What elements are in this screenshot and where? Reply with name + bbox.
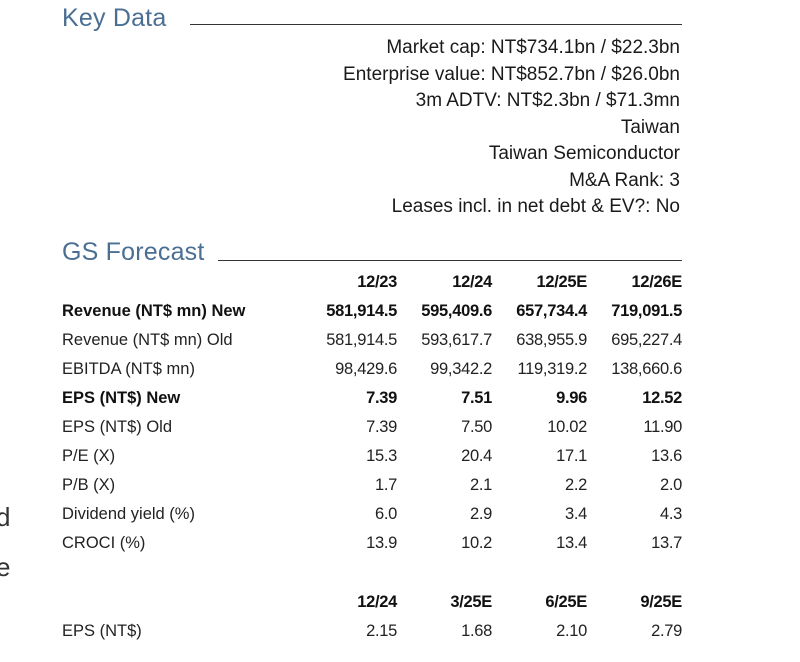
table-row: CROCI (%) 13.9 10.2 13.4 13.7 bbox=[62, 529, 682, 558]
table-row: Dividend yield (%) 6.0 2.9 3.4 4.3 bbox=[62, 500, 682, 529]
cell-value: 13.4 bbox=[556, 534, 587, 552]
company-line: Taiwan Semiconductor bbox=[488, 143, 680, 164]
cell-value: 595,409.6 bbox=[421, 302, 492, 320]
row-label: Revenue (NT$ mn) New bbox=[62, 302, 246, 320]
table-row: P/E (X) 15.3 20.4 17.1 13.6 bbox=[62, 442, 682, 471]
cell-value: 7.50 bbox=[461, 418, 492, 436]
table-row: EPS (NT$) New 7.39 7.51 9.96 12.52 bbox=[62, 384, 682, 413]
cell-value: 7.39 bbox=[366, 418, 397, 436]
row-label: Revenue (NT$ mn) Old bbox=[62, 331, 233, 349]
row-label: EPS (NT$) bbox=[62, 622, 142, 640]
market-cap-line: Market cap: NT$734.1bn / $22.3bn bbox=[386, 37, 680, 58]
cell-value: 719,091.5 bbox=[611, 302, 682, 320]
column-header: 12/25E bbox=[536, 273, 588, 291]
cell-value: 15.3 bbox=[366, 447, 397, 465]
cell-value: 98,429.6 bbox=[335, 360, 397, 378]
cell-value: 657,734.4 bbox=[516, 302, 587, 320]
cell-value: 9.96 bbox=[556, 389, 587, 407]
adtv-line: 3m ADTV: NT$2.3bn / $71.3mn bbox=[415, 90, 680, 111]
row-label: EBITDA (NT$ mn) bbox=[62, 360, 195, 378]
cropped-text-fragment: e bbox=[0, 552, 11, 582]
cell-value: 2.79 bbox=[651, 622, 682, 640]
annual-header-row: 12/23 12/24 12/25E 12/26E bbox=[62, 268, 682, 297]
column-header: 6/25E bbox=[545, 593, 587, 611]
column-header: 3/25E bbox=[450, 593, 492, 611]
cell-value: 13.6 bbox=[651, 447, 682, 465]
cell-value: 2.9 bbox=[469, 505, 492, 523]
cell-value: 581,914.5 bbox=[326, 331, 397, 349]
gs-forecast-title: GS Forecast bbox=[62, 238, 205, 266]
row-label: CROCI (%) bbox=[62, 534, 146, 552]
cell-value: 1.68 bbox=[461, 622, 492, 640]
cell-value: 13.7 bbox=[651, 534, 682, 552]
cell-value: 3.4 bbox=[564, 505, 587, 523]
spacer-row bbox=[62, 558, 682, 588]
cell-value: 695,227.4 bbox=[611, 331, 682, 349]
column-header: 9/25E bbox=[640, 593, 682, 611]
cell-value: 99,342.2 bbox=[430, 360, 492, 378]
cell-value: 138,660.6 bbox=[611, 360, 682, 378]
row-label: EPS (NT$) Old bbox=[62, 418, 173, 436]
table-row: P/B (X) 1.7 2.1 2.2 2.0 bbox=[62, 471, 682, 500]
cell-value: 10.2 bbox=[461, 534, 492, 552]
column-header: 12/24 bbox=[357, 593, 397, 611]
cell-value: 7.39 bbox=[366, 389, 397, 407]
key-data-title: Key Data bbox=[62, 4, 167, 32]
cell-value: 119,319.2 bbox=[517, 360, 588, 378]
table-row: EPS (NT$) Old 7.39 7.50 10.02 11.90 bbox=[62, 413, 682, 442]
column-header: 12/24 bbox=[452, 273, 492, 291]
cell-value: 20.4 bbox=[461, 447, 492, 465]
column-header: 12/23 bbox=[357, 273, 397, 291]
enterprise-value-line: Enterprise value: NT$852.7bn / $26.0bn bbox=[343, 64, 680, 85]
cell-value: 1.7 bbox=[374, 476, 397, 494]
cell-value: 4.3 bbox=[659, 505, 682, 523]
cell-value: 2.2 bbox=[564, 476, 587, 494]
quarterly-header-row: 12/24 3/25E 6/25E 9/25E bbox=[62, 588, 682, 617]
cell-value: 17.1 bbox=[556, 447, 587, 465]
cell-value: 2.1 bbox=[469, 476, 492, 494]
table-row: Revenue (NT$ mn) Old 581,914.5 593,617.7… bbox=[62, 326, 682, 355]
country-line: Taiwan bbox=[620, 117, 680, 138]
cell-value: 13.9 bbox=[366, 534, 397, 552]
row-label: EPS (NT$) New bbox=[62, 389, 181, 407]
table-row: EPS (NT$) 2.15 1.68 2.10 2.79 bbox=[62, 617, 682, 646]
leases-line: Leases incl. in net debt & EV?: No bbox=[391, 196, 680, 217]
cell-value: 11.90 bbox=[643, 418, 682, 436]
gs-forecast-rule bbox=[218, 260, 682, 261]
cell-value: 581,914.5 bbox=[326, 302, 397, 320]
row-label: Dividend yield (%) bbox=[62, 505, 195, 523]
cell-value: 6.0 bbox=[374, 505, 397, 523]
row-label: P/B (X) bbox=[62, 476, 116, 494]
table-row: Revenue (NT$ mn) New 581,914.5 595,409.6… bbox=[62, 297, 682, 326]
cell-value: 2.15 bbox=[366, 622, 397, 640]
cell-value: 2.10 bbox=[556, 622, 587, 640]
cell-value: 2.0 bbox=[659, 476, 682, 494]
key-data-rule bbox=[190, 24, 682, 25]
cell-value: 638,955.9 bbox=[516, 331, 587, 349]
cell-value: 12.52 bbox=[642, 389, 682, 407]
cropped-text-fragment: d bbox=[0, 502, 11, 532]
column-header: 12/26E bbox=[631, 273, 683, 291]
cell-value: 593,617.7 bbox=[421, 331, 492, 349]
ma-rank-line: M&A Rank: 3 bbox=[569, 170, 680, 191]
cell-value: 10.02 bbox=[547, 418, 587, 436]
cell-value: 7.51 bbox=[461, 389, 492, 407]
forecast-table: 12/23 12/24 12/25E 12/26E Revenue (NT$ m… bbox=[62, 268, 682, 646]
row-label: P/E (X) bbox=[62, 447, 116, 465]
table-row: EBITDA (NT$ mn) 98,429.6 99,342.2 119,31… bbox=[62, 355, 682, 384]
